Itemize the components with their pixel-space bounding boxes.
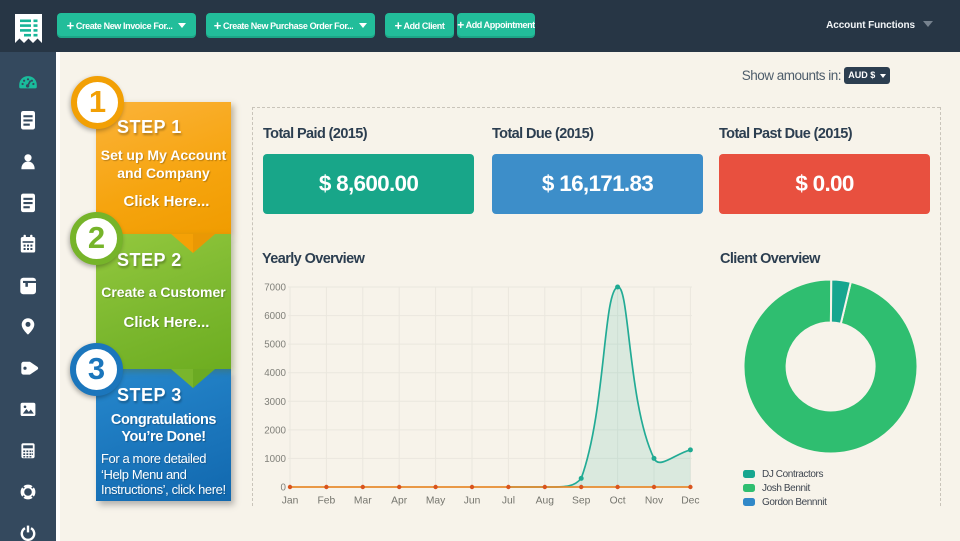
svg-text:Sep: Sep [572,496,591,507]
svg-text:1000: 1000 [264,454,286,465]
svg-text:Feb: Feb [318,496,336,507]
svg-text:Mar: Mar [354,496,372,507]
svg-text:Aug: Aug [536,496,555,507]
svg-text:Dec: Dec [681,496,699,507]
svg-text:Jun: Jun [464,496,481,507]
svg-text:Nov: Nov [645,496,664,507]
svg-text:0: 0 [281,483,287,494]
svg-text:Apr: Apr [391,496,408,507]
svg-text:6000: 6000 [264,311,286,322]
svg-text:4000: 4000 [264,368,286,379]
svg-text:Jan: Jan [282,496,299,507]
svg-text:Oct: Oct [610,496,626,507]
svg-text:7000: 7000 [264,283,286,294]
svg-text:May: May [426,496,446,507]
svg-text:3000: 3000 [264,397,286,408]
svg-text:5000: 5000 [264,340,286,351]
svg-text:2000: 2000 [264,425,286,436]
svg-text:Jul: Jul [502,496,515,507]
